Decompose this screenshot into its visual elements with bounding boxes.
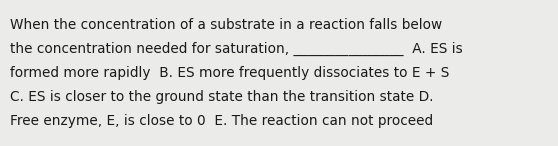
- Text: the concentration needed for saturation, ________________  A. ES is: the concentration needed for saturation,…: [10, 42, 463, 56]
- Text: C. ES is closer to the ground state than the transition state D.: C. ES is closer to the ground state than…: [10, 90, 434, 104]
- Text: Free enzyme, E, is close to 0  E. The reaction can not proceed: Free enzyme, E, is close to 0 E. The rea…: [10, 114, 433, 128]
- Text: formed more rapidly  B. ES more frequently dissociates to E + S: formed more rapidly B. ES more frequentl…: [10, 66, 449, 80]
- Text: When the concentration of a substrate in a reaction falls below: When the concentration of a substrate in…: [10, 18, 442, 32]
